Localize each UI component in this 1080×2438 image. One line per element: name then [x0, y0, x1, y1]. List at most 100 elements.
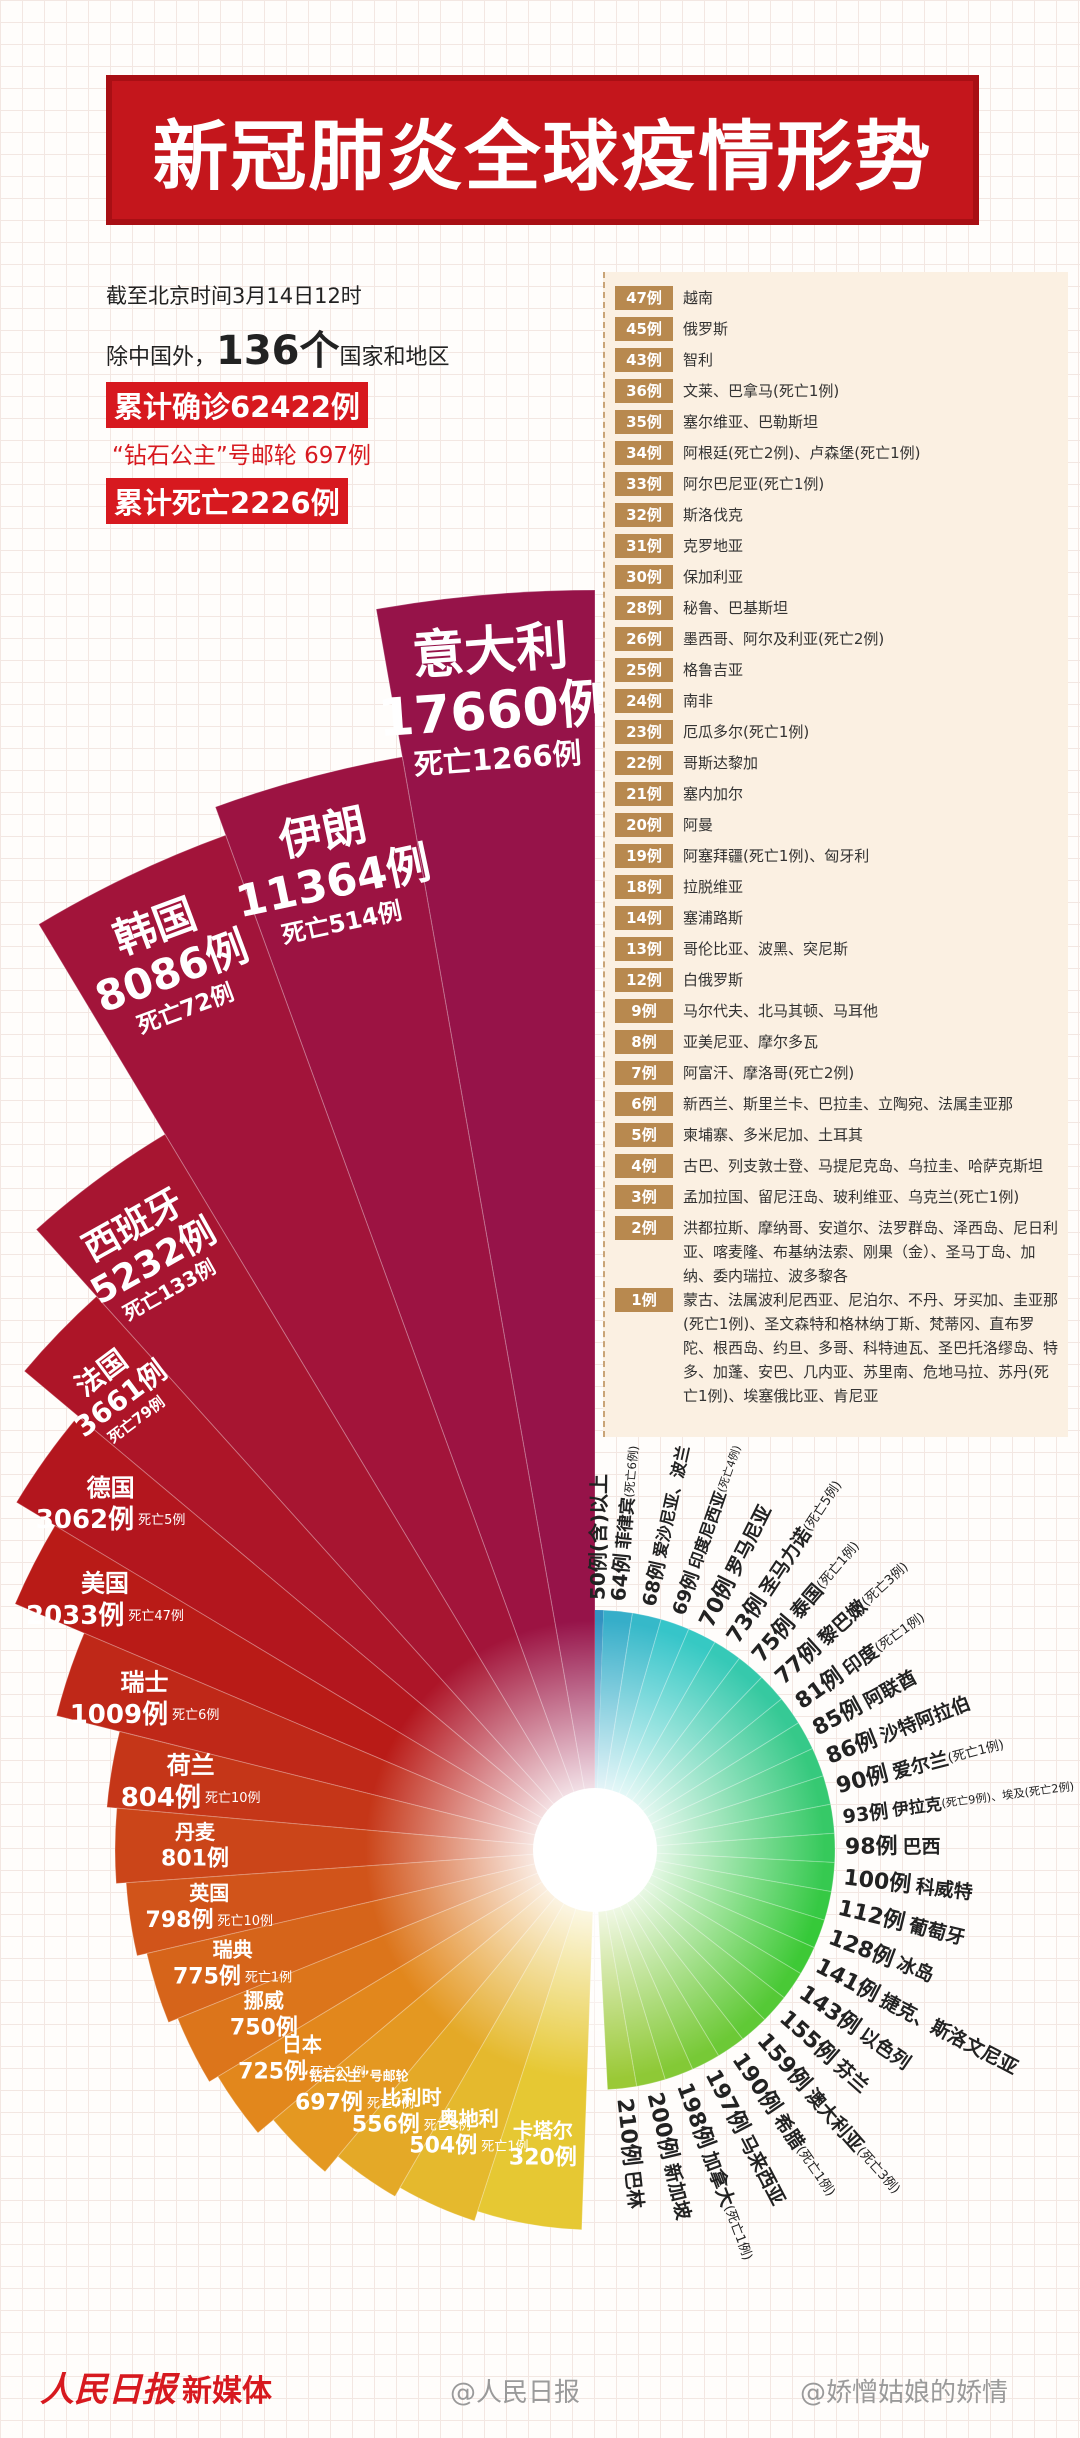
as-of: 截至北京时间3月14日12时: [106, 284, 362, 308]
countries: 智利: [683, 351, 714, 369]
country-cases: 3062例: [36, 1505, 134, 1535]
countries: 文莱、巴拿马(死亡1例): [683, 382, 840, 400]
country-figures: 504例 死亡1例: [409, 2133, 528, 2158]
case-count: 43例: [615, 348, 673, 372]
minor-name: 爱沙尼亚、波兰: [650, 1444, 693, 1560]
country-name: 瑞典: [213, 1938, 253, 1962]
list-row: 34例 阿根廷(死亡2例)、卢森堡(死亡1例): [615, 441, 1068, 472]
country-figures: 2033例 死亡47例: [26, 1600, 184, 1630]
countries: 墨西哥、阿尔及利亚(死亡2例): [683, 630, 885, 648]
minor-name: 巴林: [621, 2169, 648, 2209]
countries: 厄瓜多尔(死亡1例): [683, 723, 810, 741]
list-row: 6例 新西兰、斯里兰卡、巴拉圭、立陶宛、法属圭亚那: [615, 1092, 1068, 1123]
confirmed: 累计确诊62422例: [106, 382, 368, 428]
countries: 克罗地亚: [683, 537, 744, 555]
list-row: 28例 秘鲁、巴基斯坦: [615, 596, 1068, 627]
logo: 人民日报: [40, 2370, 176, 2410]
countries: 保加利亚: [683, 568, 744, 586]
minor-count: 69例: [668, 1568, 704, 1617]
list-row: 1例 蒙古、法属波利尼西亚、尼泊尔、不丹、牙买加、圭亚那(死亡1例)、圣文森特和格…: [615, 1288, 1068, 1408]
country-deaths: 死亡10例: [205, 1790, 261, 1805]
minor-name: 爱尔兰: [890, 1747, 951, 1784]
list-row: 31例 克罗地亚: [615, 534, 1068, 565]
minor-label-inner: 64例菲律宾(死亡6例): [606, 1445, 641, 1602]
country-name: 荷兰: [167, 1752, 215, 1780]
minor-label-inner: 98例 巴西: [845, 1834, 941, 1859]
case-count: 2例: [615, 1216, 673, 1240]
minor-text: 100例 科威特: [842, 1865, 974, 1905]
center-hole: [533, 1788, 657, 1912]
country-figures: 3062例 死亡5例: [36, 1505, 186, 1535]
list-row: 36例 文莱、巴拿马(死亡1例): [615, 379, 1068, 410]
list-row: 5例 柬埔寨、多米尼加、土耳其: [615, 1123, 1068, 1154]
brand: 新媒体: [182, 2374, 272, 2409]
case-count: 19例: [615, 844, 673, 868]
minor-label: 98例 巴西: [845, 1834, 941, 1859]
case-count: 30例: [615, 565, 673, 589]
minor-name: 科威特: [915, 1874, 974, 1903]
minor-name: 印度尼西亚: [685, 1489, 730, 1571]
countries: 哥伦比亚、波黑、突尼斯: [683, 940, 849, 958]
case-count: 45例: [615, 317, 673, 341]
country-cases: 1009例: [70, 1699, 168, 1729]
case-count: 9例: [615, 999, 673, 1023]
list-row: 8例 亚美尼亚、摩尔多瓦: [615, 1030, 1068, 1061]
countries: 南非: [683, 692, 714, 710]
country-name: 挪威: [244, 1988, 284, 2012]
prefix: 除中国外，: [106, 345, 217, 370]
list-row: 19例 阿塞拜疆(死亡1例)、匈牙利: [615, 844, 1068, 875]
case-count: 21例: [615, 782, 673, 806]
list-row: 24例 南非: [615, 689, 1068, 720]
country-count: 除中国外，136个国家和地区: [106, 318, 450, 376]
case-count: 36例: [615, 379, 673, 403]
list-row: 12例 白俄罗斯: [615, 968, 1068, 999]
list-row: 47例 越南: [615, 286, 1068, 317]
country-cases: 725例: [238, 2059, 306, 2084]
case-count: 12例: [615, 968, 673, 992]
countries: 白俄罗斯: [683, 971, 744, 989]
country-name: 英国: [189, 1881, 229, 1905]
minor-note: (死亡5例): [800, 1478, 844, 1534]
country-figures: 775例 死亡1例: [173, 1964, 292, 1989]
minor-note: (死亡6例): [621, 1445, 640, 1498]
country-cases: 504例: [409, 2133, 477, 2158]
country-figures: 556例 死亡3例: [352, 2112, 471, 2137]
list-row: 21例 塞内加尔: [615, 782, 1068, 813]
minor-name: 新加坡: [660, 2161, 696, 2223]
list-row: 45例 俄罗斯: [615, 317, 1068, 348]
country-name: 卡塔尔: [513, 2119, 573, 2143]
minor-label: 50例(含)以上: [585, 1474, 611, 1600]
countries: 蒙古、法属波利尼西亚、尼泊尔、不丹、牙买加、圭亚那(死亡1例)、圣文森特和格林纳…: [683, 1291, 1059, 1405]
country-name: “钻石公主”号邮轮: [301, 2069, 409, 2085]
minor-count: 68例: [637, 1559, 669, 1608]
country-deaths: 死亡1例: [245, 1970, 292, 1985]
minor-count: 210例: [611, 2097, 644, 2167]
case-count: 5例: [615, 1123, 673, 1147]
country-name: 德国: [87, 1474, 135, 1502]
countries: 洪都拉斯、摩纳哥、安道尔、法罗群岛、泽西岛、尼日利亚、喀麦隆、布基纳法索、刚果（…: [683, 1219, 1059, 1285]
list-row: 32例 斯洛伐克: [615, 503, 1068, 534]
list-row: 25例 格鲁吉亚: [615, 658, 1068, 689]
country-deaths: 死亡10例: [217, 1913, 273, 1928]
countries: 新西兰、斯里兰卡、巴拉圭、立陶宛、法属圭亚那: [683, 1095, 1014, 1113]
countries: 阿塞拜疆(死亡1例)、匈牙利: [683, 847, 870, 865]
countries: 阿曼: [683, 816, 714, 834]
deaths: 累计死亡2226例: [106, 478, 348, 524]
country-cases: 697例: [295, 2091, 363, 2116]
minor-count: 93例: [841, 1799, 889, 1828]
list-row: 9例 马尔代夫、北马其顿、马耳他: [615, 999, 1068, 1030]
list-row: 26例 墨西哥、阿尔及利亚(死亡2例): [615, 627, 1068, 658]
list-row: 7例 阿富汗、摩洛哥(死亡2例): [615, 1061, 1068, 1092]
countries: 柬埔寨、多米尼加、土耳其: [683, 1126, 864, 1144]
country-figures: 801例: [161, 1847, 229, 1872]
countries: 拉脱维亚: [683, 878, 744, 896]
wedge: [38, 834, 596, 1851]
case-count: 1例: [615, 1288, 673, 1312]
case-count: 18例: [615, 875, 673, 899]
country-cases: 804例: [121, 1782, 201, 1812]
minor-note: (死亡1例): [793, 2143, 838, 2199]
case-count: 8例: [615, 1030, 673, 1054]
minor-label: 210例巴林: [611, 2097, 648, 2210]
